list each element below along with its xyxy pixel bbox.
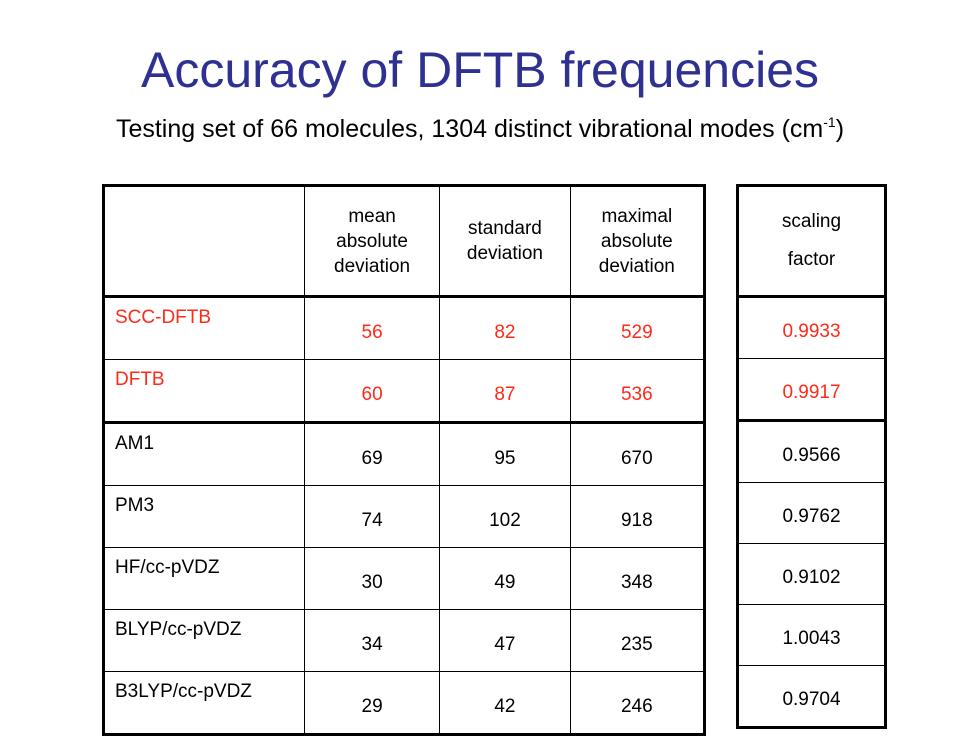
standard-deviation-value: 95	[439, 422, 571, 486]
scaling-header-line1: scaling	[781, 211, 842, 232]
scaling-row: 0.9566	[737, 420, 886, 483]
scaling-factor-table: scaling factor 0.9933 0.9917 0.9566 0.9762 0.…	[736, 184, 887, 729]
maximal-absolute-deviation-value: 529	[569, 296, 706, 360]
mean-absolute-deviation-value: 34	[303, 609, 441, 672]
slide-subtitle: Testing set of 66 molecules, 1304 distin…	[0, 109, 960, 149]
scaling-row: 1.0043	[737, 604, 886, 666]
method-name: AM1	[103, 422, 305, 486]
mean-absolute-deviation-value: 74	[303, 485, 441, 548]
scaling-header-line2: factor	[787, 249, 836, 270]
header-standard-deviation: standard deviation	[439, 185, 571, 298]
subtitle-close: )	[835, 115, 845, 143]
scaling-factor-value: 0.9704	[737, 665, 886, 728]
maximal-absolute-deviation-value: 348	[569, 547, 706, 610]
mean-absolute-deviation-value: 30	[303, 547, 441, 610]
frequency-deviation-table: mean absolute deviation standard deviati…	[102, 184, 706, 736]
scaling-row: 0.9917	[737, 358, 886, 422]
subtitle-superscript: -1	[823, 114, 836, 130]
table-row: B3LYP/cc-pVDZ 29 42 246	[103, 671, 706, 735]
method-name: SCC-DFTB	[103, 296, 305, 360]
method-name: B3LYP/cc-pVDZ	[103, 671, 305, 735]
mean-absolute-deviation-value: 69	[303, 422, 441, 486]
maximal-absolute-deviation-value: 536	[569, 359, 706, 424]
header-corner-cell	[103, 185, 305, 298]
scaling-factor-value: 0.9566	[737, 420, 886, 483]
method-name: HF/cc-pVDZ	[103, 547, 305, 610]
header-mean-absolute-deviation: mean absolute deviation	[303, 185, 441, 298]
standard-deviation-value: 47	[439, 609, 571, 672]
standard-deviation-value: 102	[439, 485, 571, 548]
header-maximal-absolute-deviation: maximal absolute deviation	[569, 185, 706, 298]
maximal-absolute-deviation-value: 235	[569, 609, 706, 672]
header-sd-label: standard deviation	[466, 218, 543, 264]
method-name: PM3	[103, 485, 305, 548]
scaling-row: 0.9704	[737, 665, 886, 728]
mean-absolute-deviation-value: 60	[303, 359, 441, 424]
standard-deviation-value: 42	[439, 671, 571, 735]
scaling-header-row: scaling factor	[737, 185, 886, 298]
method-name: DFTB	[103, 359, 305, 424]
mean-absolute-deviation-value: 29	[303, 671, 441, 735]
table-row: BLYP/cc-pVDZ 34 47 235	[103, 609, 706, 672]
header-max-label: maximal absolute deviation	[598, 205, 675, 277]
header-mad-label: mean absolute deviation	[334, 205, 411, 277]
maximal-absolute-deviation-value: 246	[569, 671, 706, 735]
scaling-factor-value: 0.9917	[737, 358, 886, 422]
standard-deviation-value: 49	[439, 547, 571, 610]
scaling-table-body: 0.9933 0.9917 0.9566 0.9762 0.9102 1.0043 0.97…	[737, 296, 886, 728]
scaling-row: 0.9762	[737, 482, 886, 544]
header-row: mean absolute deviation standard deviati…	[103, 185, 706, 298]
scaling-factor-value: 0.9102	[737, 543, 886, 605]
slide-title: Accuracy of DFTB frequencies	[140, 42, 820, 98]
main-table-body: SCC-DFTB 56 82 529 DFTB 60 87 536 AM1 69 95 670 PM3 7…	[103, 296, 706, 735]
scaling-factor-value: 1.0043	[737, 604, 886, 666]
scaling-factor-value: 0.9762	[737, 482, 886, 544]
table-row: SCC-DFTB 56 82 529	[103, 296, 706, 360]
standard-deviation-value: 87	[439, 359, 571, 424]
table-row: HF/cc-pVDZ 30 49 348	[103, 547, 706, 610]
mean-absolute-deviation-value: 56	[303, 296, 441, 360]
scaling-row: 0.9102	[737, 543, 886, 605]
header-scaling-factor: scaling factor	[737, 185, 886, 298]
table-row: AM1 69 95 670	[103, 422, 706, 486]
maximal-absolute-deviation-value: 918	[569, 485, 706, 548]
scaling-row: 0.9933	[737, 296, 886, 359]
standard-deviation-value: 82	[439, 296, 571, 360]
subtitle-text: Testing set of 66 molecules, 1304 distin…	[115, 115, 824, 143]
maximal-absolute-deviation-value: 670	[569, 422, 706, 486]
scaling-factor-value: 0.9933	[737, 296, 886, 359]
method-name: BLYP/cc-pVDZ	[103, 609, 305, 672]
table-row: PM3 74 102 918	[103, 485, 706, 548]
table-row: DFTB 60 87 536	[103, 359, 706, 424]
